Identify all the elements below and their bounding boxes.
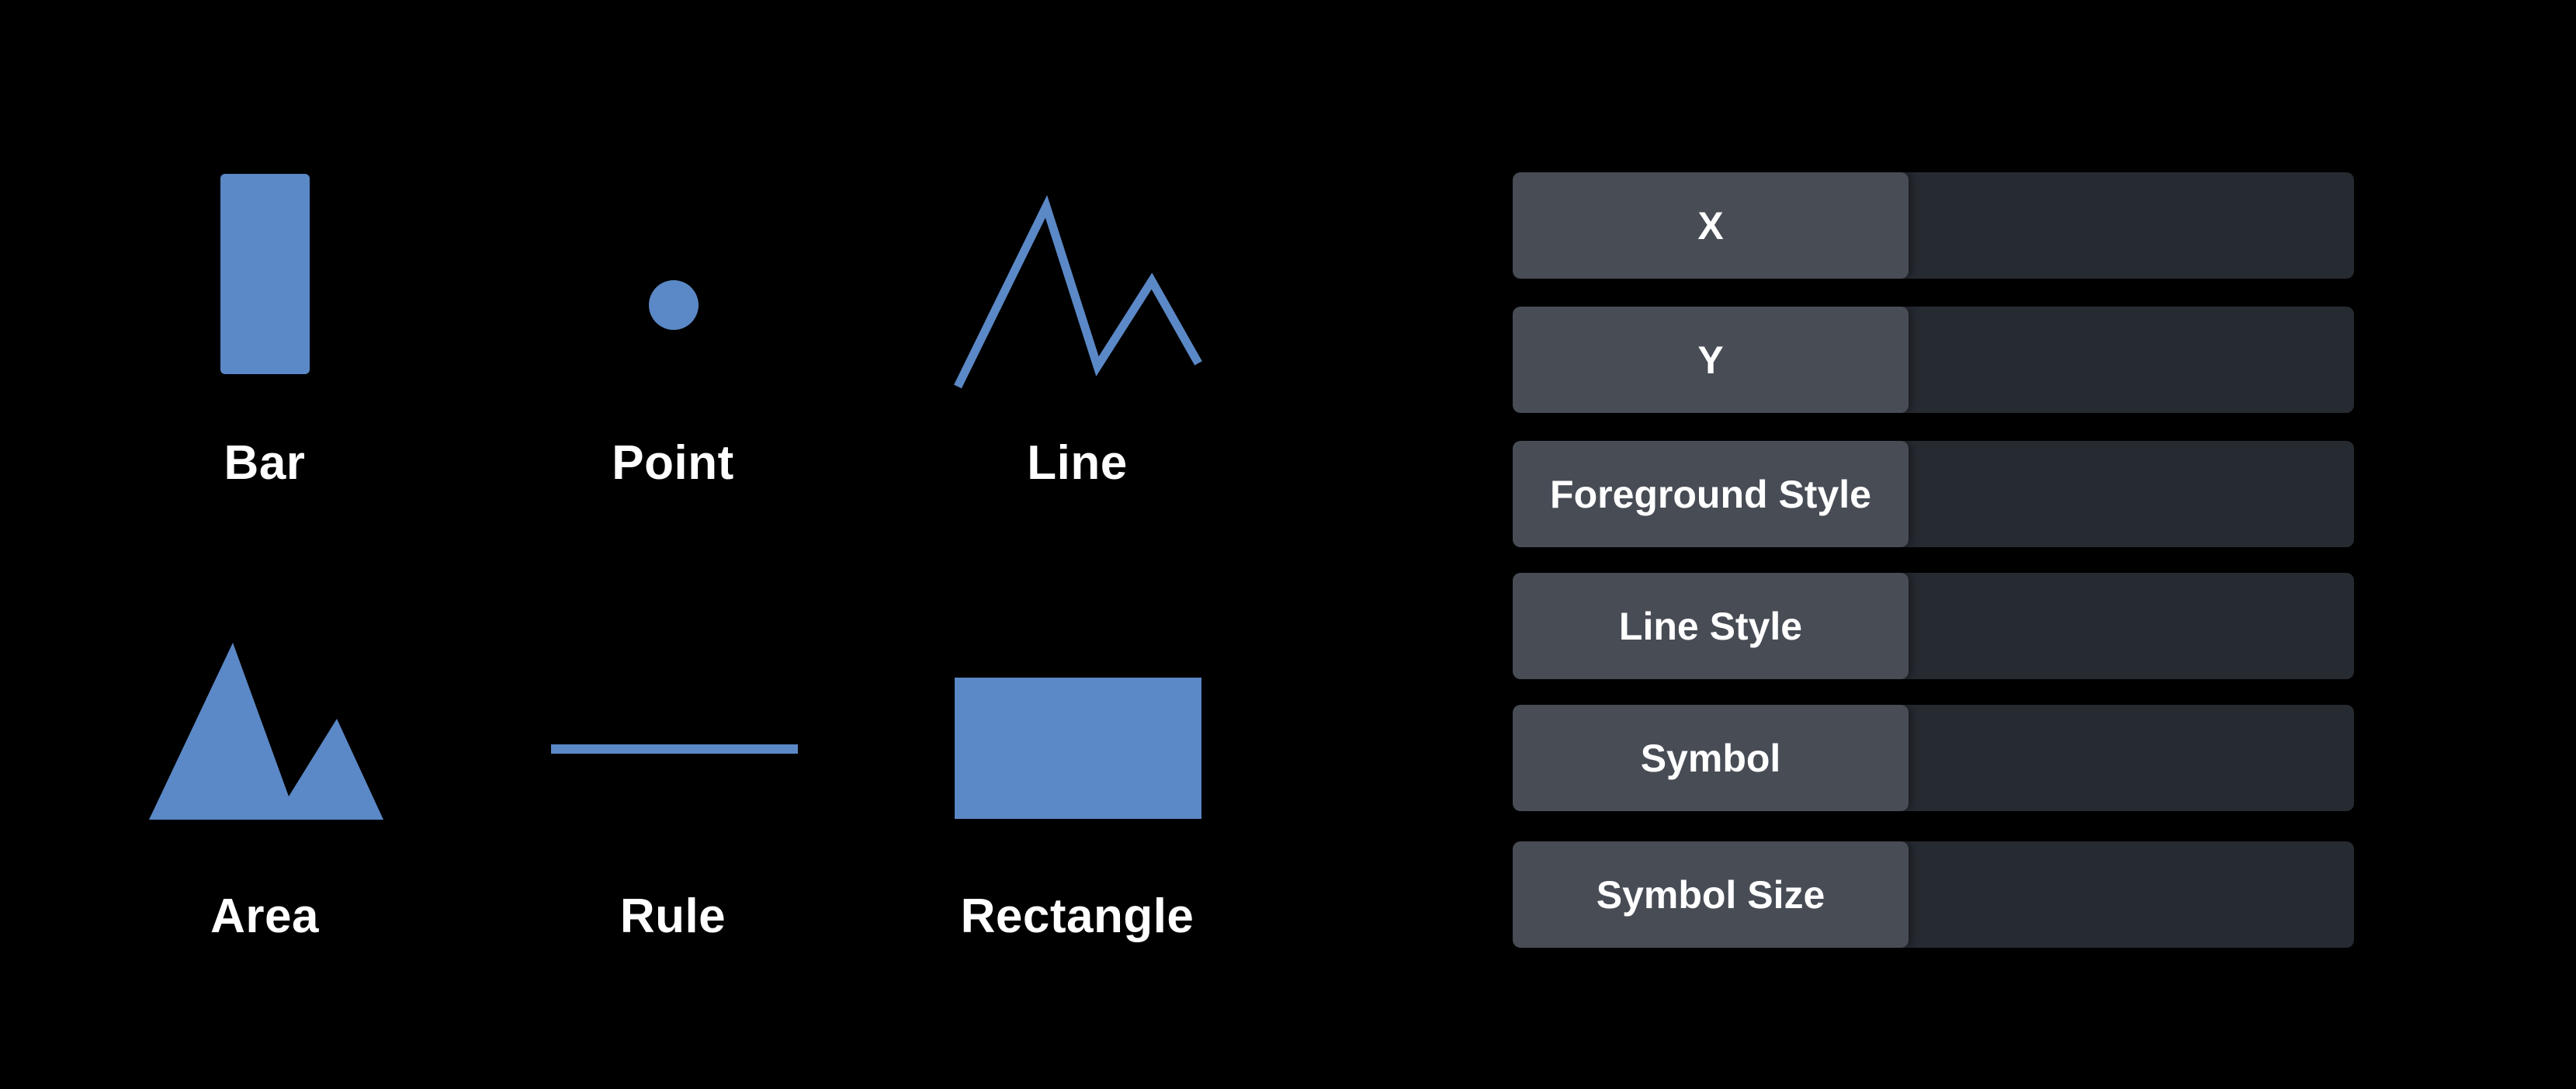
property-label-line-style: Line Style xyxy=(1513,573,1909,679)
mark-label-point: Point xyxy=(612,436,734,490)
mark-label-rectangle: Rectangle xyxy=(960,890,1194,943)
bar-mark-icon xyxy=(220,174,310,374)
property-row-foreground-style: Foreground Style xyxy=(1513,441,2354,547)
point-mark-icon xyxy=(649,280,699,330)
mark-label-area: Area xyxy=(210,890,319,943)
property-value-foreground-style xyxy=(1909,441,2354,547)
mark-label-bar: Bar xyxy=(224,436,306,490)
line-mark-icon xyxy=(954,195,1202,389)
property-label-foreground-style: Foreground Style xyxy=(1513,441,1909,547)
property-label-symbol-size: Symbol Size xyxy=(1513,841,1909,948)
property-row-symbol-size: Symbol Size xyxy=(1513,841,2354,948)
property-value-y xyxy=(1909,307,2354,413)
property-label-x: X xyxy=(1513,172,1909,279)
property-row-x: X xyxy=(1513,172,2354,279)
rectangle-mark-icon xyxy=(955,678,1201,819)
property-label-y: Y xyxy=(1513,307,1909,413)
property-value-symbol-size xyxy=(1909,841,2354,948)
property-value-x xyxy=(1909,172,2354,279)
mark-label-line: Line xyxy=(1027,436,1128,490)
property-row-y: Y xyxy=(1513,307,2354,413)
area-mark-icon xyxy=(149,643,383,820)
property-row-line-style: Line Style xyxy=(1513,573,2354,679)
rule-mark-icon xyxy=(551,744,798,754)
mark-label-rule: Rule xyxy=(619,890,726,943)
property-label-symbol: Symbol xyxy=(1513,705,1909,811)
property-row-symbol: Symbol xyxy=(1513,705,2354,811)
property-value-line-style xyxy=(1909,573,2354,679)
property-value-symbol xyxy=(1909,705,2354,811)
